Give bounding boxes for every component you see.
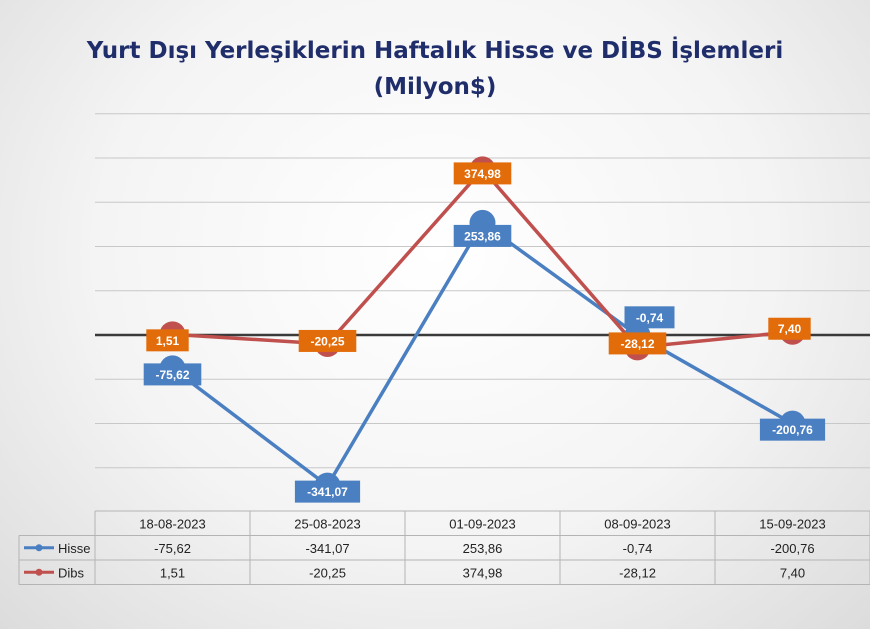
legend-entry-dibs: Dibs bbox=[58, 565, 85, 580]
legend-key-marker-hisse bbox=[35, 544, 43, 552]
data-label-dibs-box bbox=[298, 329, 357, 352]
data-label-dibs-text: 7,40 bbox=[778, 322, 802, 336]
data-label-hisse-text: 253,86 bbox=[464, 229, 501, 243]
data-label-dibs-text: 374,98 bbox=[464, 167, 501, 181]
data-label-hisse-text: -341,07 bbox=[307, 485, 348, 499]
data-label-hisse-box bbox=[294, 480, 361, 503]
data-label-dibs-text: 1,51 bbox=[156, 334, 180, 348]
series-line-dibs bbox=[172, 167, 793, 350]
series-line-hisse bbox=[171, 221, 794, 488]
data-label-dibs: -28,12 bbox=[608, 332, 667, 355]
data-label-dibs: -20,25 bbox=[298, 329, 357, 352]
tick-label-x: 08-09-2023 bbox=[604, 516, 671, 531]
tick-label-x: 18-08-2023 bbox=[139, 516, 206, 531]
chart-subtitle: (Milyon$) bbox=[373, 74, 497, 100]
data-label-hisse-text: -75,62 bbox=[155, 368, 189, 382]
data-label-dibs-box bbox=[608, 332, 667, 355]
data-label-dibs: 7,40 bbox=[768, 317, 811, 340]
table-cell-dibs: 374,98 bbox=[463, 565, 503, 580]
data-label-hisse-box bbox=[624, 306, 675, 329]
table-cell-dibs: -20,25 bbox=[309, 565, 346, 580]
data-label-hisse: -200,76 bbox=[759, 418, 826, 441]
chart-title: Yurt Dışı Yerleşiklerin Haftalık Hisse v… bbox=[86, 38, 784, 64]
data-label-dibs-text: -28,12 bbox=[620, 337, 654, 351]
table-cell-dibs: 7,40 bbox=[780, 565, 805, 580]
data-label-hisse-box bbox=[143, 363, 202, 386]
data-label-hisse-text: -200,76 bbox=[772, 423, 813, 437]
data-label-dibs-box bbox=[146, 329, 189, 352]
table-cell-dibs: 1,51 bbox=[160, 565, 185, 580]
legend-key-marker-dibs bbox=[35, 568, 43, 576]
tick-label-x: 01-09-2023 bbox=[449, 516, 516, 531]
data-label-hisse: -0,74 bbox=[624, 306, 675, 329]
data-label-hisse-box bbox=[759, 418, 826, 441]
data-label-hisse-text: -0,74 bbox=[636, 311, 664, 325]
data-label-hisse: -341,07 bbox=[294, 480, 361, 503]
data-table: 18-08-2023 25-08-2023 01-09-2023 08-09-2023… bbox=[18, 510, 870, 585]
data-label-dibs-box bbox=[453, 162, 512, 185]
table-cell-hisse: -0,74 bbox=[623, 541, 653, 556]
data-label-dibs-box bbox=[768, 317, 811, 340]
tick-label-x: 15-09-2023 bbox=[759, 516, 826, 531]
data-label-hisse: 253,86 bbox=[453, 224, 512, 247]
data-label-hisse: -75,62 bbox=[143, 363, 202, 386]
data-label-dibs-text: -20,25 bbox=[310, 334, 344, 348]
data-label-hisse-box bbox=[453, 224, 512, 247]
table-cell-hisse: -75,62 bbox=[154, 541, 191, 556]
table-cell-hisse: -341,07 bbox=[305, 541, 349, 556]
tick-label-x: 25-08-2023 bbox=[294, 516, 361, 531]
data-label-dibs: 374,98 bbox=[453, 162, 512, 185]
table-cell-hisse: 253,86 bbox=[463, 541, 503, 556]
legend-entry-hisse: Hisse bbox=[58, 541, 91, 556]
data-label-dibs: 1,51 bbox=[146, 329, 189, 352]
table-cell-dibs: -28,12 bbox=[619, 565, 656, 580]
table-cell-hisse: -200,76 bbox=[770, 541, 814, 556]
